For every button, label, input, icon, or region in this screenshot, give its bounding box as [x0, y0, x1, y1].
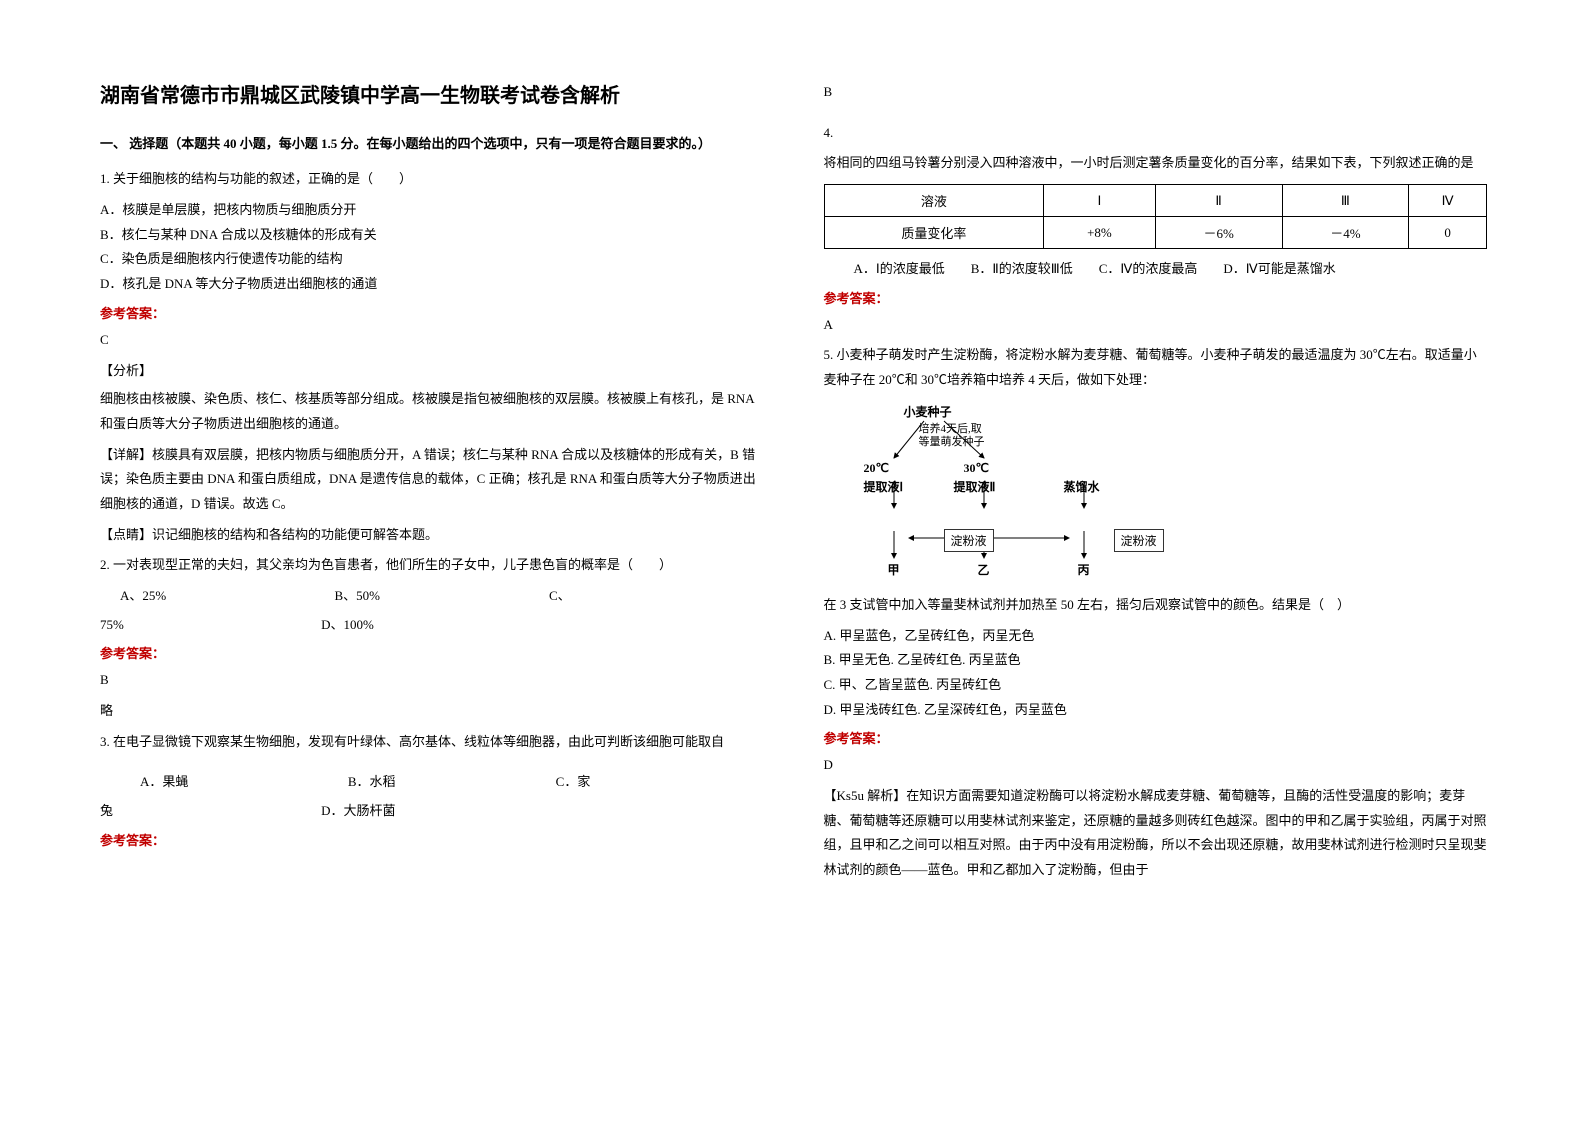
q3-answer-label: 参考答案： — [100, 830, 764, 849]
q3-answer: B — [824, 80, 1488, 105]
q3-options-row2: 兔 D．大肠杆菌 — [100, 799, 764, 824]
right-column: B 4. 将相同的四组马铃薯分别浸入四种溶液中，一小时后测定薯条质量变化的百分率… — [824, 80, 1488, 889]
q3-stem: 3. 在电子显微镜下观察某生物细胞，发现有叶绿体、高尔基体、线粒体等细胞器，由此… — [100, 730, 764, 755]
table-cell: －4% — [1282, 217, 1409, 249]
q5-answer-label: 参考答案： — [824, 728, 1488, 747]
q5-option-d: D. 甲呈浅砖红色. 乙呈深砖红色，丙呈蓝色 — [824, 698, 1488, 723]
left-column: 湖南省常德市市鼎城区武陵镇中学高一生物联考试卷含解析 一、 选择题（本题共 40… — [100, 80, 764, 889]
q4-options: A．Ⅰ的浓度最低 B．Ⅱ的浓度较Ⅲ低 C．Ⅳ的浓度最高 D．Ⅳ可能是蒸馏水 — [854, 257, 1488, 282]
q2-options-row1: A、25% B、50% C、 — [100, 584, 764, 609]
table-cell: Ⅰ — [1044, 185, 1156, 217]
q1-answer: C — [100, 328, 764, 353]
q4-answer-label: 参考答案： — [824, 288, 1488, 307]
q1-option-d: D．核孔是 DNA 等大分子物质进出细胞核的通道 — [100, 272, 764, 297]
q1-option-a: A．核膜是单层膜，把核内物质与细胞质分开 — [100, 198, 764, 223]
diagram-water: 蒸馏水 — [1064, 478, 1100, 495]
q5-stem2: 在 3 支试管中加入等量斐林试剂并加热至 50 左右，摇匀后观察试管中的颜色。结… — [824, 593, 1488, 618]
diagram-extract-1: 提取液Ⅰ — [864, 478, 904, 495]
diagram-starch-1: 淀粉液 — [944, 529, 994, 552]
diagram-extract-2: 提取液Ⅱ — [954, 478, 996, 495]
diagram-bing: 丙 — [1078, 561, 1090, 578]
q5-option-b: B. 甲呈无色. 乙呈砖红色. 丙呈蓝色 — [824, 648, 1488, 673]
q2-option-c-prefix: C、 — [549, 584, 764, 609]
q4-table: 溶液 Ⅰ Ⅱ Ⅲ Ⅳ 质量变化率 +8% －6% －4% 0 — [824, 184, 1488, 249]
table-row: 质量变化率 +8% －6% －4% 0 — [824, 217, 1487, 249]
q1-analysis-4: 【点睛】识记细胞核的结构和各结构的功能便可解答本题。 — [100, 523, 764, 548]
page-title: 湖南省常德市市鼎城区武陵镇中学高一生物联考试卷含解析 — [100, 80, 764, 112]
q4-number: 4. — [824, 121, 1488, 146]
table-cell: 0 — [1409, 217, 1487, 249]
table-cell: +8% — [1044, 217, 1156, 249]
q2-option-b: B、50% — [335, 584, 550, 609]
q2-options-row2: 75% D、100% — [100, 613, 764, 638]
diagram-temp-30: 30℃ — [964, 461, 989, 476]
q3-options-row1: A．果蝇 B．水稻 C．家 — [100, 770, 764, 795]
q1-analysis-1: 【分析】 — [100, 359, 764, 384]
q4-stem: 将相同的四组马铃薯分别浸入四种溶液中，一小时后测定薯条质量变化的百分率，结果如下… — [824, 151, 1488, 176]
diagram-temp-20: 20℃ — [864, 461, 889, 476]
diagram-mid-label: 培养4天后,取等量萌发种子 — [919, 423, 985, 449]
diagram-yi: 乙 — [978, 561, 990, 578]
q1-stem: 1. 关于细胞核的结构与功能的叙述，正确的是（ ） — [100, 167, 764, 192]
q5-stem: 5. 小麦种子萌发时产生淀粉酶，将淀粉水解为麦芽糖、葡萄糖等。小麦种子萌发的最适… — [824, 343, 1488, 392]
section-1-header: 一、 选择题（本题共 40 小题，每小题 1.5 分。在每小题给出的四个选项中，… — [100, 132, 764, 155]
q1-analysis-3: 【详解】核膜具有双层膜，把核内物质与细胞质分开，A 错误；核仁与某种 RNA 合… — [100, 443, 764, 517]
table-cell: 质量变化率 — [824, 217, 1044, 249]
q3-option-c-prefix: C．家 — [556, 770, 764, 795]
table-cell: 溶液 — [824, 185, 1044, 217]
table-cell: Ⅳ — [1409, 185, 1487, 217]
q2-answer: B — [100, 668, 764, 693]
q5-analysis: 【Ks5u 解析】在知识方面需要知道淀粉酶可以将淀粉水解成麦芽糖、葡萄糖等，且酶… — [824, 784, 1488, 883]
q1-analysis-2: 细胞核由核被膜、染色质、核仁、核基质等部分组成。核被膜是指包被细胞核的双层膜。核… — [100, 387, 764, 436]
diagram-starch-2: 淀粉液 — [1114, 529, 1164, 552]
q3-option-b: B．水稻 — [348, 770, 556, 795]
q3-option-c-suffix: 兔 — [100, 799, 321, 824]
q4-answer: A — [824, 313, 1488, 338]
q2-option-c-val: 75% — [100, 613, 321, 638]
q2-note: 略 — [100, 699, 764, 724]
q2-option-a: A、25% — [100, 584, 335, 609]
q5-diagram: 小麦种子 培养4天后,取等量萌发种子 20℃ 30℃ 提取液Ⅰ 提取液Ⅱ 蒸馏水… — [854, 403, 1488, 583]
diagram-jia: 甲 — [888, 561, 900, 578]
q2-option-d: D、100% — [321, 613, 542, 638]
q1-option-c: C．染色质是细胞核内行使遗传功能的结构 — [100, 247, 764, 272]
q1-answer-label: 参考答案： — [100, 303, 764, 322]
table-cell: －6% — [1155, 217, 1282, 249]
diagram-top-label: 小麦种子 — [904, 403, 952, 420]
diagram-arrows — [854, 403, 1194, 583]
q5-option-a: A. 甲呈蓝色，乙呈砖红色，丙呈无色 — [824, 624, 1488, 649]
q3-option-a: A．果蝇 — [100, 770, 348, 795]
q5-answer: D — [824, 753, 1488, 778]
table-row: 溶液 Ⅰ Ⅱ Ⅲ Ⅳ — [824, 185, 1487, 217]
q2-answer-label: 参考答案： — [100, 643, 764, 662]
q3-option-d: D．大肠杆菌 — [321, 799, 542, 824]
q5-option-c: C. 甲、乙皆呈蓝色. 丙呈砖红色 — [824, 673, 1488, 698]
q2-stem: 2. 一对表现型正常的夫妇，其父亲均为色盲患者，他们所生的子女中，儿子患色盲的概… — [100, 553, 764, 578]
q1-option-b: B．核仁与某种 DNA 合成以及核糖体的形成有关 — [100, 223, 764, 248]
table-cell: Ⅲ — [1282, 185, 1409, 217]
table-cell: Ⅱ — [1155, 185, 1282, 217]
